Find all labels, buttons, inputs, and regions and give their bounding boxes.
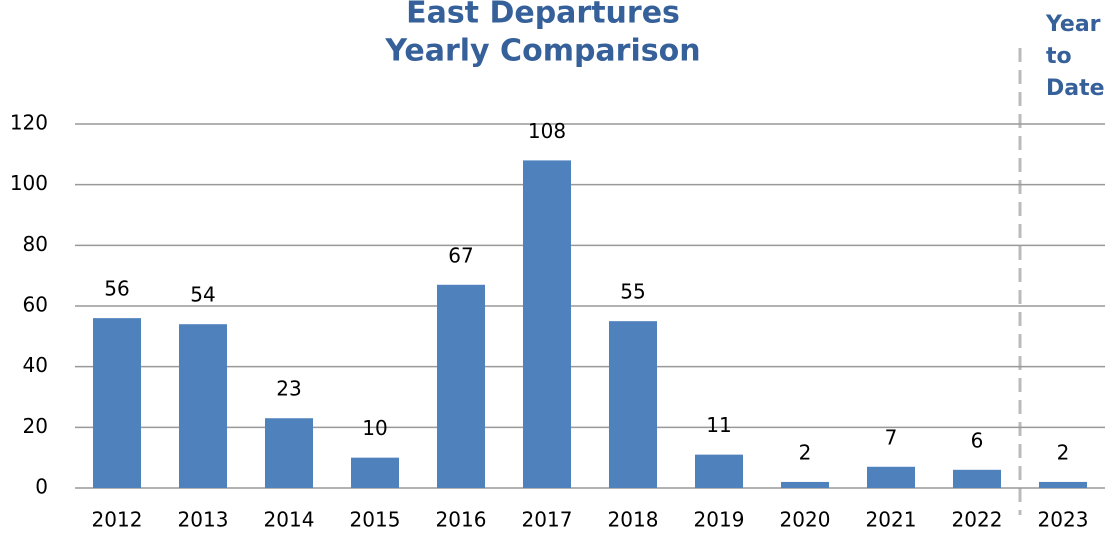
x-tick-label: 2022 bbox=[952, 508, 1003, 532]
y-tick-label: 100 bbox=[10, 171, 48, 195]
y-tick-label: 60 bbox=[23, 293, 48, 317]
y-tick-label: 40 bbox=[23, 353, 48, 377]
x-tick-label: 2020 bbox=[780, 508, 831, 532]
data-label: 23 bbox=[276, 377, 301, 401]
y-tick-label: 120 bbox=[10, 111, 48, 135]
bar bbox=[1039, 481, 1087, 488]
bar bbox=[179, 324, 227, 488]
data-label: 54 bbox=[190, 283, 215, 307]
bar bbox=[695, 454, 743, 488]
bar bbox=[523, 160, 571, 488]
x-tick-label: 2015 bbox=[350, 508, 401, 532]
bar bbox=[953, 469, 1001, 488]
y-tick-label: 0 bbox=[35, 475, 48, 499]
data-label: 2 bbox=[799, 440, 812, 464]
x-tick-label: 2019 bbox=[694, 508, 745, 532]
x-tick-label: 2018 bbox=[608, 508, 659, 532]
chart-title: Yearly Comparison bbox=[384, 34, 700, 69]
x-tick-label: 2014 bbox=[264, 508, 315, 532]
x-tick-label: 2021 bbox=[866, 508, 917, 532]
data-label: 10 bbox=[362, 416, 387, 440]
data-label: 7 bbox=[885, 425, 898, 449]
bar bbox=[265, 418, 313, 488]
annotation: Date bbox=[1046, 76, 1105, 101]
x-tick-label: 2023 bbox=[1038, 508, 1089, 532]
bar bbox=[867, 466, 915, 488]
y-tick-label: 20 bbox=[23, 414, 48, 438]
x-tick-label: 2013 bbox=[178, 508, 229, 532]
data-label: 55 bbox=[620, 280, 645, 304]
bar bbox=[437, 284, 485, 488]
bar bbox=[781, 481, 829, 488]
data-label: 2 bbox=[1057, 440, 1070, 464]
annotation: Year bbox=[1045, 12, 1101, 37]
data-label: 67 bbox=[448, 243, 473, 267]
bar bbox=[351, 457, 399, 488]
annotation: to bbox=[1046, 44, 1072, 69]
x-tick-label: 2012 bbox=[92, 508, 143, 532]
x-tick-label: 2016 bbox=[436, 508, 487, 532]
chart-title: East Departures bbox=[406, 0, 680, 31]
bar bbox=[93, 318, 141, 488]
bar bbox=[609, 321, 657, 488]
x-tick-label: 2017 bbox=[522, 508, 573, 532]
data-label: 56 bbox=[104, 277, 129, 301]
data-label: 108 bbox=[528, 119, 566, 143]
y-tick-label: 80 bbox=[23, 232, 48, 256]
data-label: 6 bbox=[971, 428, 984, 452]
data-label: 11 bbox=[706, 413, 731, 437]
